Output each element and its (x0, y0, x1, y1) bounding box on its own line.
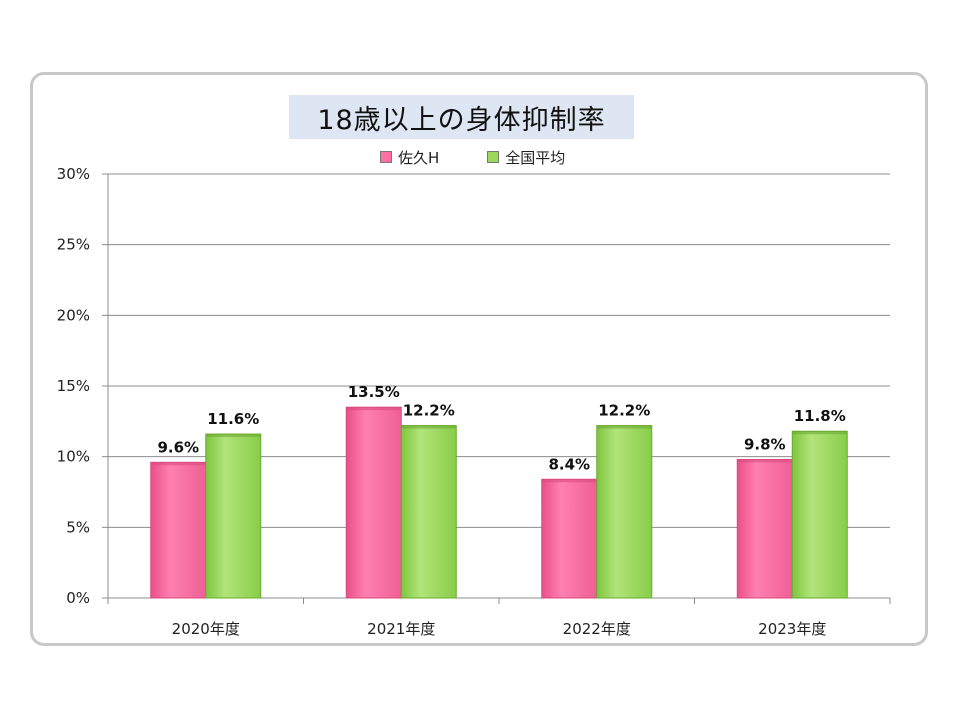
y-tick-label: 15% (57, 377, 90, 395)
legend-swatch-series-1 (380, 151, 392, 163)
bar-series-2 (400, 425, 457, 599)
legend-label-series-1: 佐久H (398, 148, 440, 167)
x-tick-label: 2023年度 (758, 620, 826, 638)
grid-lines (108, 173, 890, 528)
chart-legend: 佐久H 全国平均 (380, 146, 613, 168)
bar-cap (401, 425, 457, 429)
legend-item-series-1: 佐久H (380, 147, 439, 168)
bar-series-2 (205, 433, 262, 599)
y-tick-label: 30% (57, 165, 90, 183)
bar-series-1 (150, 461, 207, 599)
legend-label-series-2: 全国平均 (505, 148, 566, 167)
y-tick-label: 5% (66, 518, 90, 536)
x-tick-label: 2022年度 (563, 620, 631, 638)
chart-title: 18歳以上の身体抑制率 (289, 95, 634, 139)
x-tick-label: 2020年度 (172, 620, 240, 638)
bar-cap (596, 425, 652, 429)
y-tick-label: 25% (57, 236, 90, 254)
bar-cap (541, 479, 597, 483)
bar-cap (792, 431, 848, 435)
bar-cap (205, 434, 261, 438)
bar-series-2 (596, 425, 653, 599)
bar-series-1 (345, 406, 402, 599)
x-tick-label: 2021年度 (367, 620, 435, 638)
labels: 0%5%10%15%20%25%30%9.6%11.6%2020年度13.5%1… (57, 165, 846, 638)
y-tick-label: 0% (66, 589, 90, 607)
data-label: 9.8% (744, 435, 786, 453)
data-label: 12.2% (403, 402, 455, 420)
bar-cap (737, 459, 793, 463)
y-tick-label: 10% (57, 448, 90, 466)
bar-series-2 (791, 430, 848, 599)
legend-item-series-2: 全国平均 (487, 147, 565, 168)
bar-series-1 (736, 458, 793, 599)
y-tick-label: 20% (57, 306, 90, 324)
legend-swatch-series-2 (487, 151, 500, 163)
data-label: 12.2% (598, 402, 650, 420)
bar-cap (150, 462, 206, 466)
bars (150, 406, 848, 599)
bar-cap (346, 407, 402, 411)
data-label: 11.8% (794, 407, 846, 425)
bar-series-1 (541, 478, 598, 599)
data-label: 9.6% (157, 438, 199, 456)
data-label: 13.5% (348, 383, 400, 401)
data-label: 11.6% (207, 410, 259, 428)
data-label: 8.4% (548, 455, 590, 473)
